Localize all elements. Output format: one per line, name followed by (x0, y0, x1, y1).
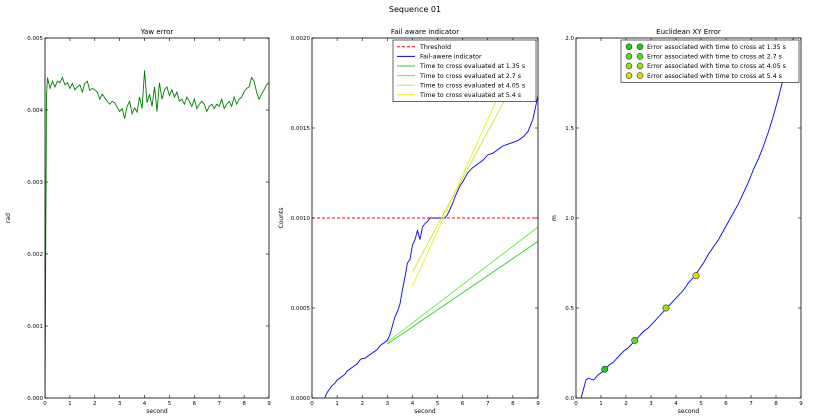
x-tick-label: 0 (574, 401, 578, 407)
x-tick-label: 7 (486, 401, 490, 407)
legend-label: Time to cross evaluated at 2.7 s (419, 73, 521, 80)
y-tick-label: 0.000 (27, 396, 43, 402)
x-tick-label: 6 (461, 401, 465, 407)
y-tick-label: 1.0 (565, 216, 574, 222)
legend-marker (625, 72, 633, 79)
x-tick-label: 4 (674, 401, 678, 407)
legend: Threshold Fail-awere indicator Time to cro… (392, 39, 537, 102)
legend-label: Error associated with time to cross at 2… (647, 54, 782, 61)
legend-marker (625, 62, 633, 70)
chart-3: Euclidean XY Error 0 1 2 3 4 5 6 7 8 9 0.0 0.5 1.0 1.5… (551, 28, 803, 415)
y-tick-label: 0.0 (565, 396, 574, 402)
x-tick-label: 9 (267, 401, 271, 407)
x-tick-label: 8 (242, 401, 246, 407)
x-tick-label: 0 (43, 401, 47, 407)
x-tick-label: 0 (310, 401, 314, 407)
legend-marker (636, 72, 644, 79)
x-tick-label: 4 (411, 401, 415, 407)
legend-marker (636, 53, 644, 60)
x-axis-label: second (414, 408, 436, 415)
y-axis-label: rad (5, 213, 12, 223)
y-tick-label: 0.0005 (291, 306, 311, 312)
x-tick-label: 5 (168, 401, 172, 407)
x-tick-label: 6 (193, 401, 197, 407)
axes-frame (44, 37, 270, 399)
x-axis-label: second (678, 408, 700, 415)
y-tick-label: 0.004 (27, 108, 43, 114)
x-tick-label: 4 (143, 401, 147, 407)
data-point-4 (692, 272, 700, 280)
x-tick-label: 7 (217, 401, 221, 407)
y-tick-label: 0.002 (27, 252, 43, 258)
legend: Error associated with time to cross at 1… (620, 39, 800, 83)
chart-title: Euclidean XY Error (656, 28, 721, 36)
x-tick-label: 2 (624, 401, 628, 407)
y-tick-label: 0.0010 (291, 216, 311, 222)
data-point-2 (631, 336, 639, 344)
legend-label: Error associated with time to cross at 4… (647, 63, 786, 70)
chart-1: Yaw error 0 1 2 3 4 5 6 7 8 9 0.000 0.001 0.002 0.003 0… (5, 28, 271, 415)
x-axis-label: second (146, 408, 168, 415)
legend-label: Threshold (419, 44, 451, 51)
y-tick-label: 0.0015 (291, 126, 311, 132)
chart-title: Yaw error (140, 28, 174, 36)
y-tick-label: 2.0 (565, 36, 574, 42)
series-line-3 (387, 241, 538, 345)
y-tick-label: 0.0000 (291, 396, 311, 402)
series-line-1 (45, 70, 269, 398)
y-axis-label: Counts (278, 208, 285, 229)
chart-title: Fail aware indicator (391, 28, 459, 36)
legend-box (620, 39, 800, 83)
x-tick-label: 9 (799, 401, 803, 407)
legend-label: Time to cross evaluated at 5.4 s (419, 92, 521, 99)
series-line-1 (580, 38, 794, 398)
y-tick-label: 0.003 (27, 180, 43, 186)
legend-box (392, 39, 537, 102)
y-tick-label: 0.001 (27, 324, 43, 330)
legend-label: Fail-awere indicator (420, 54, 482, 61)
x-tick-label: 2 (360, 401, 364, 407)
figure-title: Sequence 01 (389, 5, 441, 14)
x-tick-label: 5 (699, 401, 703, 407)
legend-marker (625, 53, 633, 60)
x-tick-label: 5 (436, 401, 440, 407)
data-point-1 (601, 365, 609, 373)
legend-marker (636, 43, 644, 51)
x-tick-label: 3 (649, 401, 653, 407)
y-tick-label: 1.5 (565, 126, 574, 132)
x-tick-label: 2 (93, 401, 97, 407)
x-tick-label: 1 (335, 401, 339, 407)
legend-marker (636, 62, 644, 70)
x-tick-label: 7 (749, 401, 753, 407)
y-axis-label: m (551, 215, 558, 221)
legend-label: Error associated with time to cross at 5… (647, 73, 782, 80)
y-tick-label: 0.0020 (291, 36, 311, 42)
x-tick-label: 9 (536, 401, 540, 407)
y-tick-label: 0.5 (565, 306, 574, 312)
series-line-4 (387, 226, 538, 343)
legend-label: Time to cross evaluated at 4.05 s (419, 82, 525, 89)
legend-label: Error associated with time to cross at 1… (647, 44, 786, 51)
legend-marker (625, 43, 633, 51)
y-tick-label: 0.005 (27, 36, 43, 42)
chart-2: Fail aware indicator 0 1 2 3 4 5 6 7 8 9 0.0000 0.00… (278, 28, 540, 415)
x-tick-label: 1 (599, 401, 603, 407)
x-tick-label: 3 (118, 401, 122, 407)
data-point-3 (662, 304, 670, 312)
x-tick-label: 8 (774, 401, 778, 407)
x-tick-label: 1 (68, 401, 72, 407)
axes-frame (575, 37, 802, 399)
x-tick-label: 6 (724, 401, 728, 407)
x-tick-label: 3 (386, 401, 390, 407)
series-line-2 (324, 95, 538, 398)
x-tick-label: 8 (511, 401, 515, 407)
legend-label: Time to cross evaluated at 1.35 s (419, 63, 525, 70)
